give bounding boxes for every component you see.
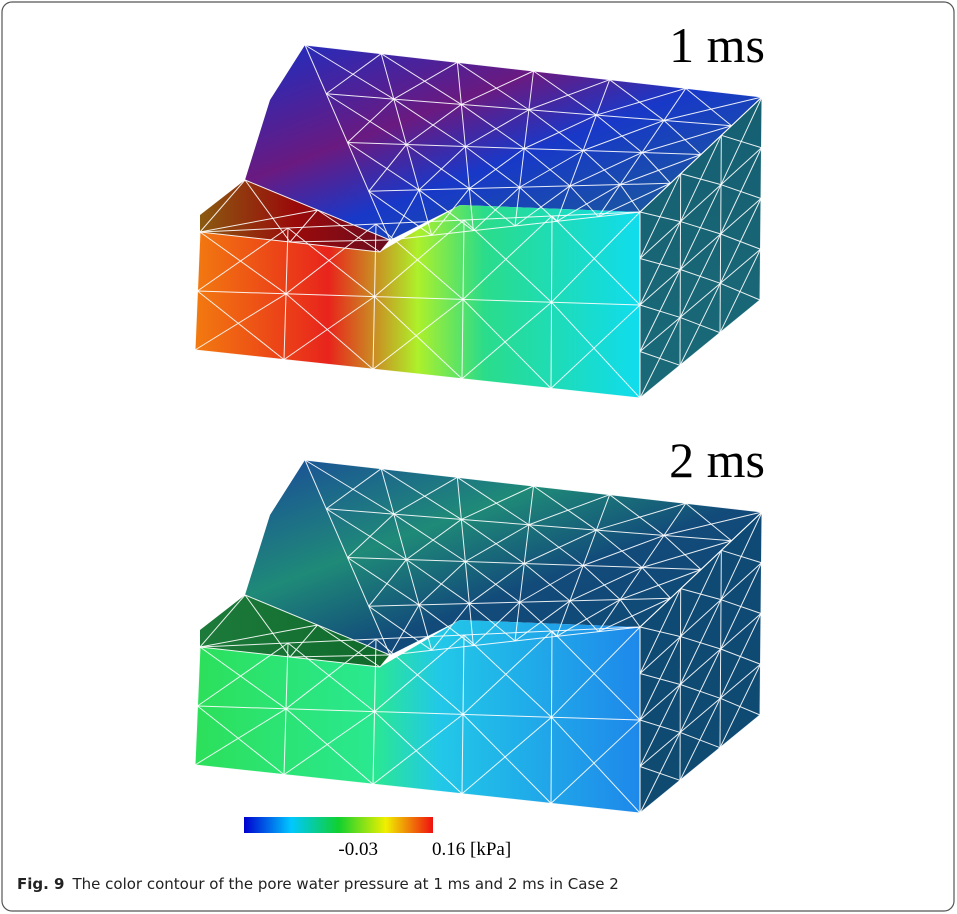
colorbar-max-label: 0.16 [kPa] <box>432 839 511 860</box>
mesh-panel: 1 ms <box>195 17 765 398</box>
colorbar <box>244 817 433 833</box>
figure: 1 ms 2 ms -0.03 0.16 [kPa] Fig. 9 The col… <box>0 0 957 914</box>
time-label: 2 ms <box>669 432 765 488</box>
caption: Fig. 9 The color contour of the pore wate… <box>17 875 619 893</box>
time-label: 1 ms <box>669 17 765 73</box>
colorbar-min-label: -0.03 <box>338 839 378 860</box>
mesh-panel: 2 ms <box>195 432 765 813</box>
caption-text: The color contour of the pore water pres… <box>71 875 618 893</box>
caption-label: Fig. 9 <box>17 875 64 893</box>
